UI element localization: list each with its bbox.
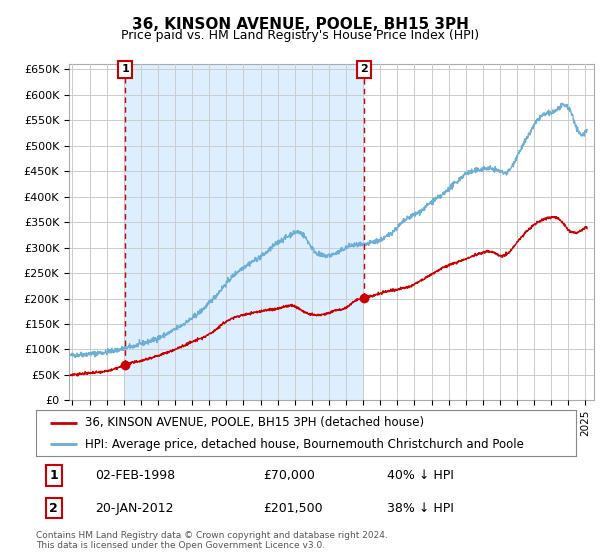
Text: 20-JAN-2012: 20-JAN-2012: [95, 502, 174, 515]
Text: Contains HM Land Registry data © Crown copyright and database right 2024.
This d: Contains HM Land Registry data © Crown c…: [36, 531, 388, 550]
Bar: [125, 64, 364, 400]
Text: 2: 2: [49, 502, 58, 515]
Text: 1: 1: [49, 469, 58, 482]
Text: £201,500: £201,500: [263, 502, 322, 515]
Text: Price paid vs. HM Land Registry's House Price Index (HPI): Price paid vs. HM Land Registry's House …: [121, 29, 479, 42]
Text: 38% ↓ HPI: 38% ↓ HPI: [387, 502, 454, 515]
Text: £70,000: £70,000: [263, 469, 314, 482]
Text: 1: 1: [121, 64, 129, 74]
Text: 36, KINSON AVENUE, POOLE, BH15 3PH (detached house): 36, KINSON AVENUE, POOLE, BH15 3PH (deta…: [85, 417, 424, 430]
Text: 02-FEB-1998: 02-FEB-1998: [95, 469, 176, 482]
Text: 40% ↓ HPI: 40% ↓ HPI: [387, 469, 454, 482]
Text: 2: 2: [360, 64, 368, 74]
Text: 36, KINSON AVENUE, POOLE, BH15 3PH: 36, KINSON AVENUE, POOLE, BH15 3PH: [131, 17, 469, 32]
Text: HPI: Average price, detached house, Bournemouth Christchurch and Poole: HPI: Average price, detached house, Bour…: [85, 437, 523, 450]
